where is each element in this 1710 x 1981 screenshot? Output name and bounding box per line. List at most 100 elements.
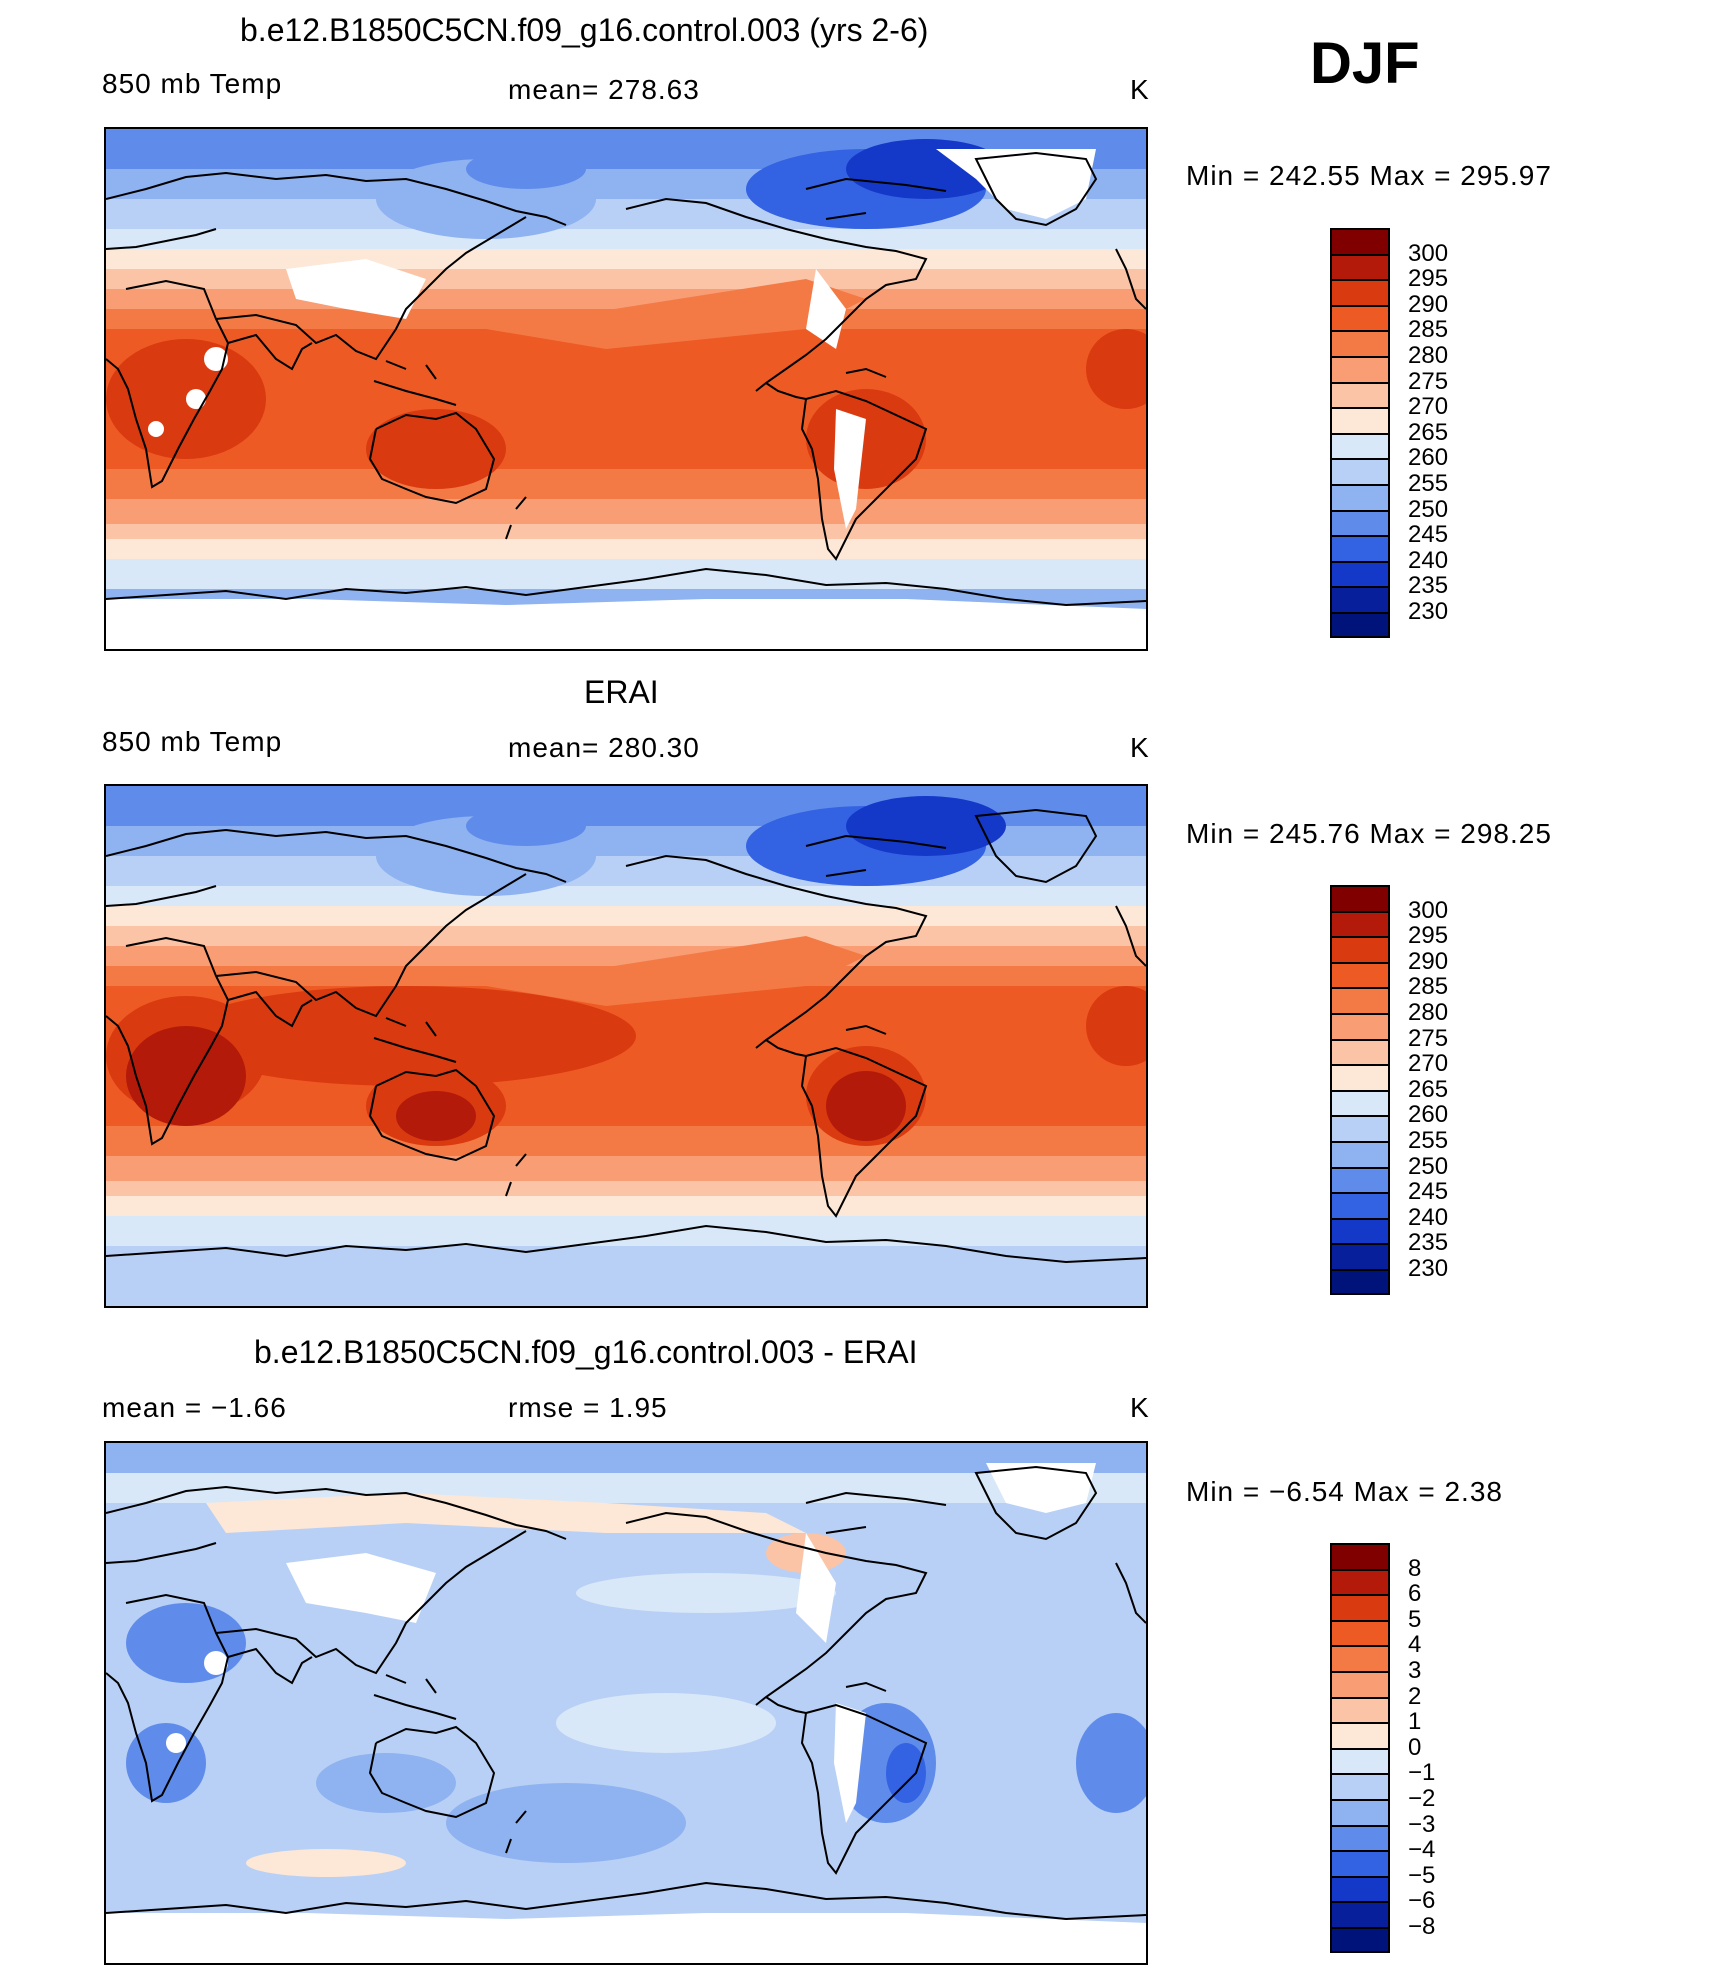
colorbar-swatch bbox=[1330, 1089, 1390, 1116]
colorbar-swatch bbox=[1330, 586, 1390, 612]
colorbar-level-label: 8 bbox=[1408, 1554, 1422, 1582]
temperature-band bbox=[106, 1216, 1146, 1246]
missing-data-region bbox=[796, 1533, 836, 1643]
temperature-band bbox=[106, 199, 1146, 229]
colorbar-swatch bbox=[1330, 1619, 1390, 1646]
panel-3-mean-label: mean = −1.66 bbox=[102, 1392, 287, 1423]
temperature-band bbox=[106, 946, 1146, 966]
coastline bbox=[106, 885, 217, 907]
temperature-band bbox=[106, 1443, 1146, 1473]
panel-1-mean-label: mean= 278.63 bbox=[508, 74, 700, 105]
coastline bbox=[805, 1491, 947, 1534]
temperature-region bbox=[1086, 329, 1146, 409]
coastline bbox=[845, 1024, 887, 1035]
colorbar-swatch bbox=[1330, 1798, 1390, 1825]
colorbar-swatch bbox=[1330, 355, 1390, 382]
colorbar-swatch bbox=[1330, 1773, 1390, 1799]
panel-2-colorbar bbox=[1330, 885, 1394, 1295]
colorbar-swatch bbox=[1330, 1012, 1390, 1039]
temperature-region bbox=[466, 806, 586, 846]
colorbar-level-label: 270 bbox=[1408, 1050, 1449, 1078]
colorbar-level-label: 260 bbox=[1408, 1101, 1449, 1129]
coastline bbox=[106, 279, 230, 489]
coastline bbox=[215, 216, 527, 361]
missing-data-region bbox=[834, 1703, 866, 1823]
colorbar-swatch bbox=[1330, 961, 1390, 988]
colorbar-level-label: 4 bbox=[1408, 1631, 1422, 1659]
colorbar-swatch bbox=[1330, 910, 1390, 937]
temperature-band bbox=[106, 499, 1146, 524]
coastline bbox=[106, 228, 217, 250]
colorbar-swatch bbox=[1330, 1850, 1390, 1876]
colorbar-level-label: −2 bbox=[1408, 1785, 1436, 1812]
missing-data-region bbox=[148, 421, 164, 437]
coastline bbox=[215, 873, 527, 1018]
temperature-band bbox=[106, 1196, 1146, 1216]
colorbar-level-label: 300 bbox=[1408, 896, 1449, 924]
coastline bbox=[227, 990, 313, 1028]
colorbar-swatch bbox=[1330, 458, 1390, 484]
colorbar-swatch bbox=[1330, 560, 1390, 587]
coastline bbox=[106, 1593, 230, 1803]
colorbar-level-label: −6 bbox=[1408, 1887, 1436, 1915]
colorbar-level-label: 285 bbox=[1408, 316, 1449, 344]
colorbar-level-label: 2 bbox=[1408, 1682, 1422, 1710]
colorbar-swatch bbox=[1330, 936, 1390, 962]
temperature-band bbox=[106, 469, 1146, 499]
coastline bbox=[974, 1465, 1098, 1541]
temperature-region bbox=[366, 409, 506, 489]
colorbar-swatch bbox=[1330, 1824, 1390, 1851]
temperature-region bbox=[576, 1573, 836, 1613]
colorbar-swatch bbox=[1330, 1166, 1390, 1193]
panel-2-map bbox=[104, 784, 1148, 1308]
temperature-region bbox=[1086, 986, 1146, 1066]
colorbar-level-label: 3 bbox=[1408, 1657, 1422, 1684]
temperature-region bbox=[126, 1026, 246, 1126]
temperature-band bbox=[106, 539, 1146, 559]
colorbar-swatch bbox=[1330, 1568, 1390, 1595]
colorbar-swatch bbox=[1330, 535, 1390, 561]
colorbar-level-label: 245 bbox=[1408, 521, 1449, 549]
panel-2-units: K bbox=[1130, 732, 1150, 763]
colorbar-level-label: 235 bbox=[1408, 1229, 1449, 1257]
colorbar-swatch bbox=[1330, 1543, 1390, 1569]
colorbar-level-label: 235 bbox=[1408, 572, 1449, 600]
temperature-band bbox=[106, 856, 1146, 886]
temperature-region bbox=[466, 149, 586, 189]
temperature-band bbox=[106, 524, 1146, 539]
coastline bbox=[845, 1681, 887, 1692]
coastline bbox=[227, 1647, 313, 1685]
panel-2-minmax: Min = 245.76 Max = 298.25 bbox=[1186, 818, 1552, 849]
panel-3-rmse-label: rmse = 1.95 bbox=[508, 1392, 668, 1423]
coastline bbox=[106, 1485, 567, 1540]
colorbar-swatch bbox=[1330, 228, 1390, 254]
temperature-region bbox=[396, 1091, 476, 1141]
temperature-region bbox=[206, 1493, 806, 1533]
colorbar-level-label: −1 bbox=[1408, 1759, 1436, 1787]
colorbar-level-label: 5 bbox=[1408, 1605, 1422, 1633]
coastline bbox=[505, 1810, 527, 1854]
panel-1-map bbox=[104, 127, 1148, 651]
coastline bbox=[505, 496, 527, 540]
colorbar-level-label: 255 bbox=[1408, 1127, 1449, 1154]
coastline bbox=[368, 411, 496, 505]
missing-data-region bbox=[166, 1733, 186, 1753]
coastline bbox=[505, 1153, 527, 1197]
colorbar-level-label: 275 bbox=[1408, 1024, 1449, 1052]
temperature-band bbox=[106, 559, 1146, 589]
colorbar-level-label: 280 bbox=[1408, 999, 1449, 1026]
season-label: DJF bbox=[1310, 31, 1420, 96]
coastline bbox=[1115, 1562, 1146, 1624]
colorbar-level-label: 0 bbox=[1408, 1733, 1422, 1761]
colorbar-swatch bbox=[1330, 1875, 1390, 1902]
colorbar-level-label: 265 bbox=[1408, 1075, 1449, 1103]
colorbar-level-label: 240 bbox=[1408, 1203, 1449, 1231]
colorbar-swatch bbox=[1330, 253, 1390, 280]
coastline bbox=[765, 382, 807, 400]
panel-2-variable-label: 850 mb Temp bbox=[102, 726, 283, 757]
coastline bbox=[1115, 905, 1146, 967]
colorbar-swatch bbox=[1330, 1192, 1390, 1218]
missing-data-region bbox=[106, 599, 1146, 649]
colorbar-level-label: 265 bbox=[1408, 418, 1449, 446]
coastline bbox=[765, 1039, 807, 1057]
